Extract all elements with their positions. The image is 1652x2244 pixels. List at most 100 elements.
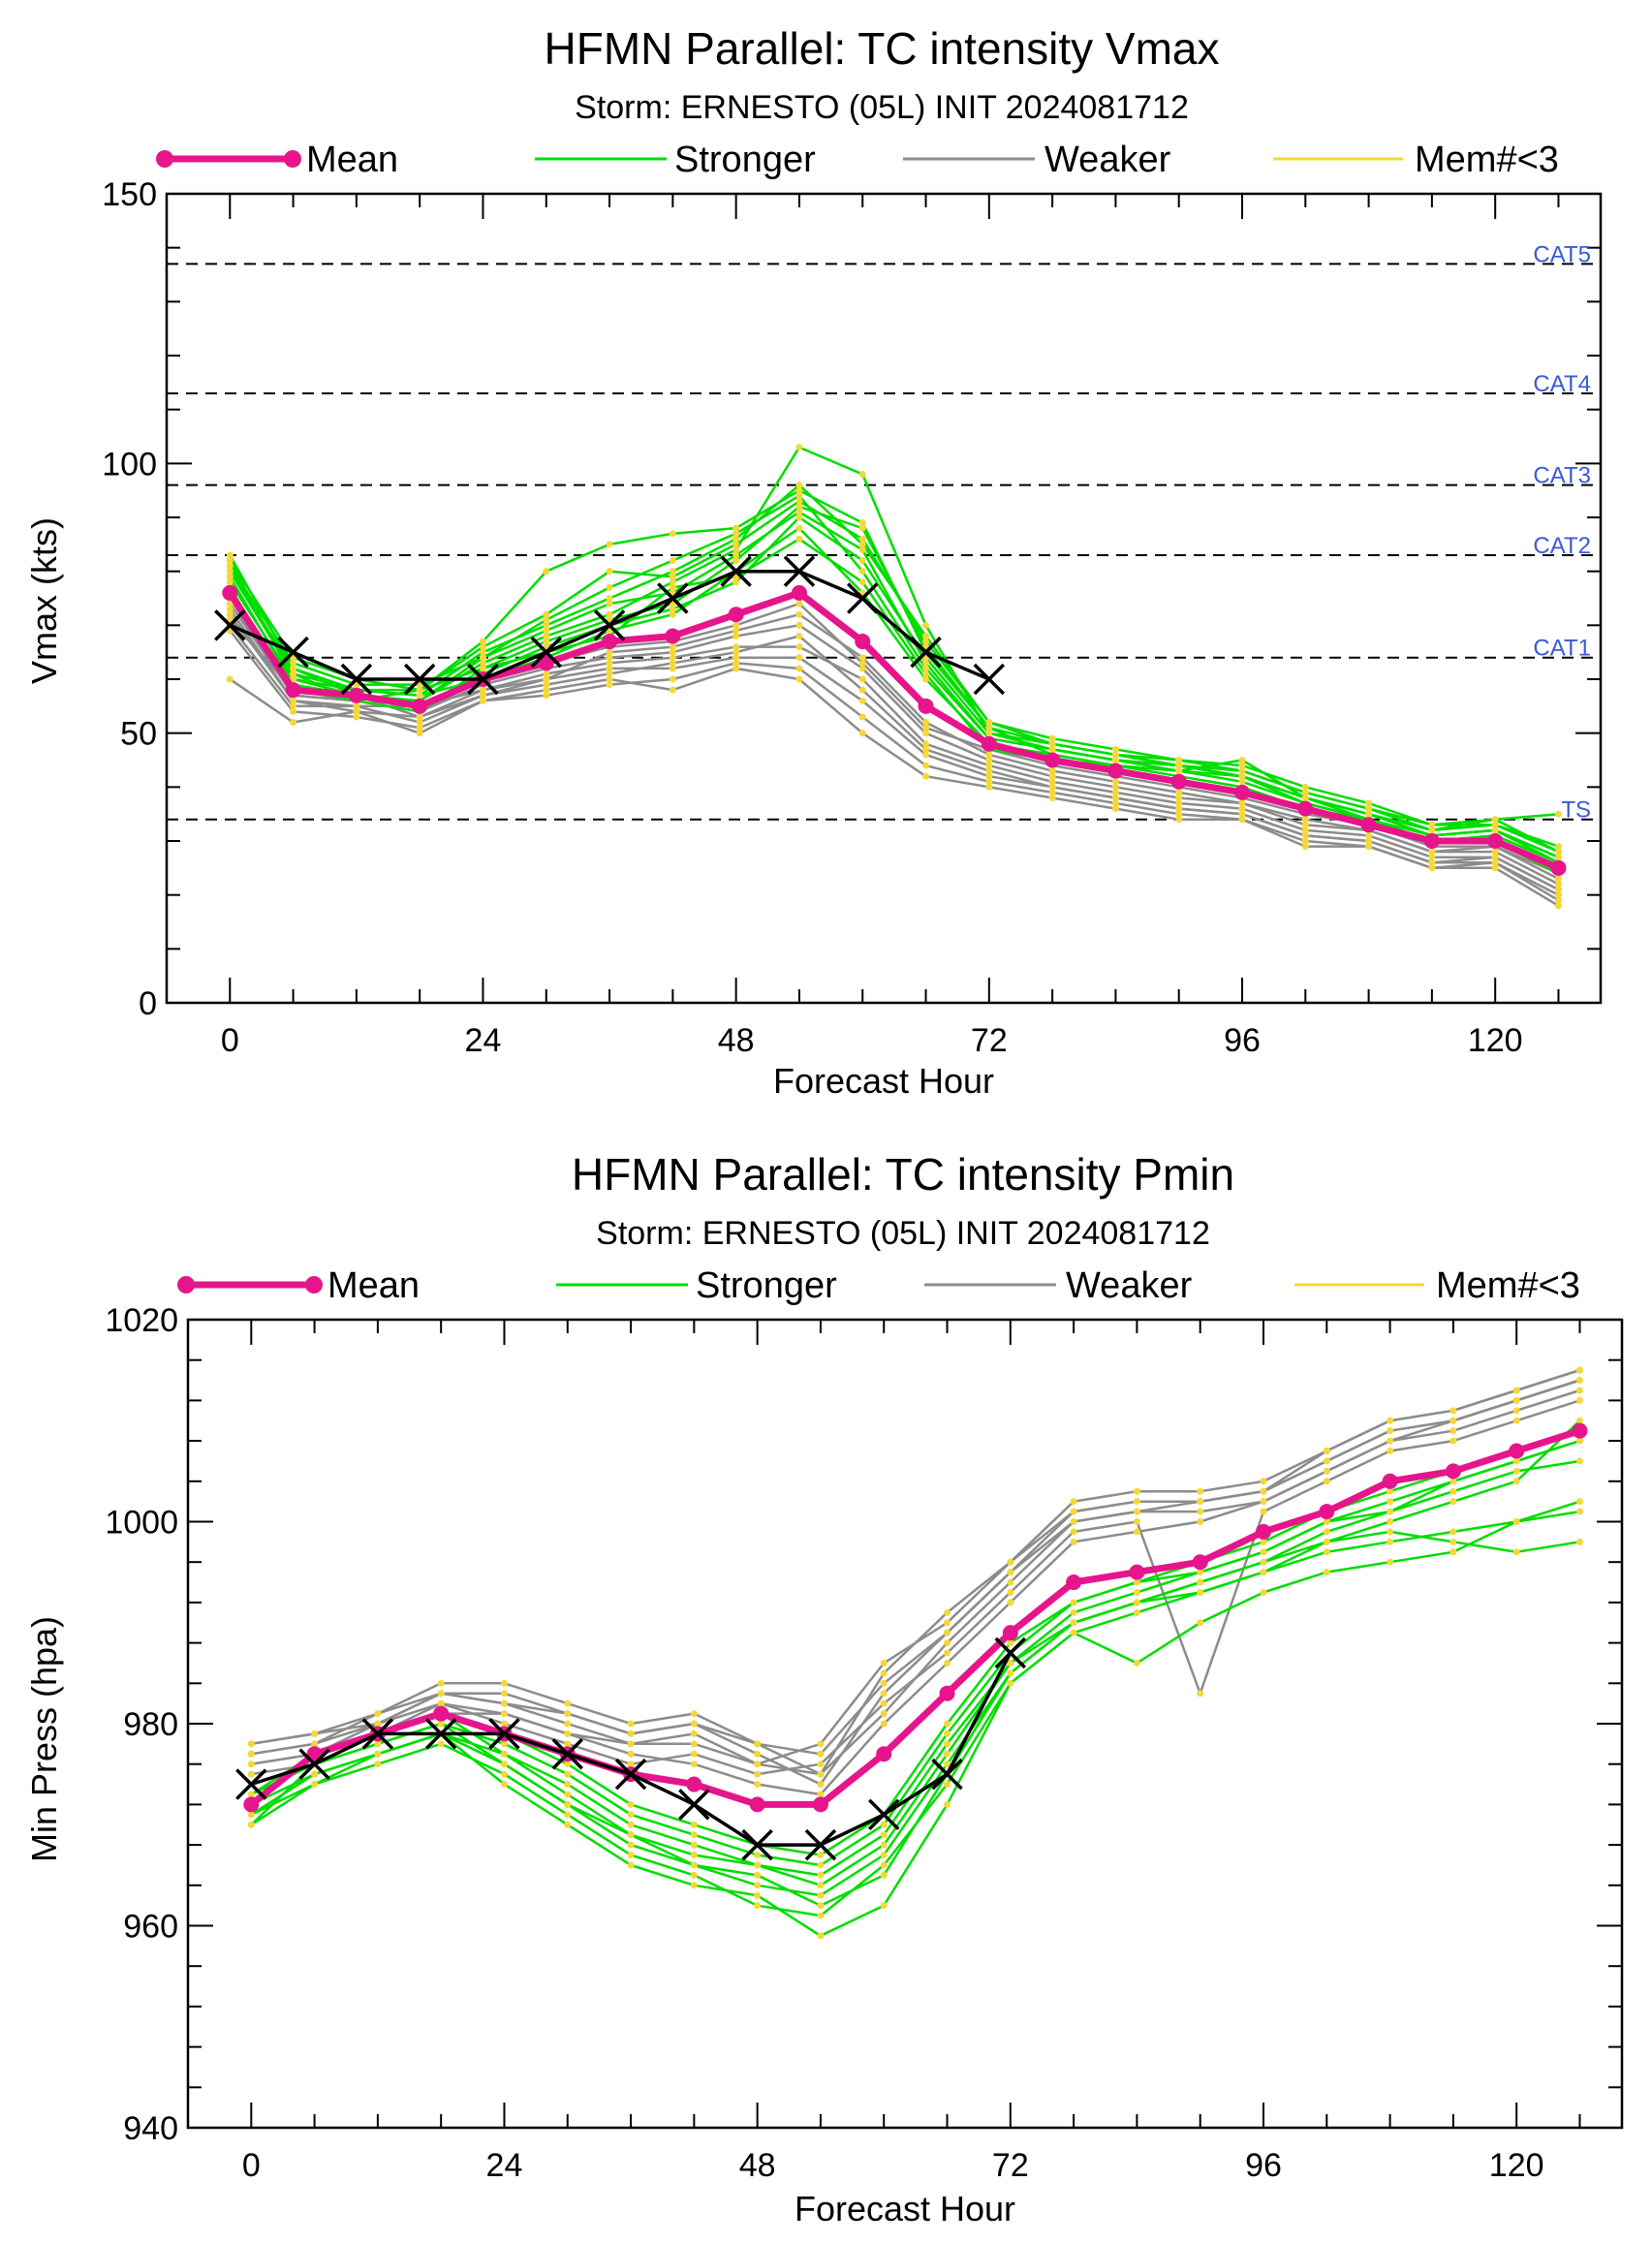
pmin-stronger-member-point: [1449, 1498, 1457, 1506]
vmax-stronger-member-point: [669, 583, 676, 591]
vmax-stronger-member-point: [858, 578, 866, 586]
vmax-weaker-member-point: [1111, 789, 1119, 796]
pmin-stronger-member-point: [1387, 1528, 1394, 1536]
vmax-weaker-member-point: [606, 654, 613, 662]
vmax-stronger-member-point: [479, 665, 486, 672]
vmax-weaker-member-point: [1238, 805, 1246, 813]
pmin-stronger-member-point: [1323, 1569, 1330, 1576]
vmax-stronger-member-point: [606, 600, 613, 608]
pmin-stronger-member-point: [1133, 1588, 1140, 1596]
vmax-weaker-member-point: [669, 648, 676, 656]
vmax-weaker-member-point: [1048, 783, 1056, 791]
vmax-weaker-member-5: [229, 618, 1560, 891]
pmin-weaker-member-point: [690, 1750, 698, 1758]
pmin-stronger-member-point: [1323, 1548, 1330, 1556]
vmax-observed-marker-stroke-b: [277, 636, 309, 669]
vmax-x-tick-label: 96: [1224, 1022, 1261, 1059]
vmax-mean-point: [1360, 817, 1377, 833]
vmax-weaker-member-point: [1238, 810, 1246, 818]
vmax-weaker-member-7: [229, 630, 1560, 902]
pmin-mean-point: [939, 1685, 955, 1701]
vmax-weaker-member-point: [606, 648, 613, 656]
pmin-weaker-member-point: [817, 1770, 825, 1778]
pmin-stronger-member-point: [1007, 1639, 1014, 1647]
vmax-stronger-member-point: [1301, 794, 1309, 801]
vmax-weaker-member-point: [1238, 799, 1246, 807]
pmin-stronger-member-point: [564, 1761, 572, 1768]
vmax-weaker-member-point: [732, 659, 740, 667]
vmax-stronger-member-point: [479, 654, 486, 662]
pmin-weaker-member-6: [251, 1368, 1580, 1756]
vmax-weaker-member-point: [922, 719, 930, 727]
pmin-stronger-member-point: [690, 1841, 698, 1849]
vmax-weaker-member-point: [1554, 891, 1562, 899]
pmin-stronger-member-point: [1197, 1578, 1204, 1586]
pmin-stronger-member-point: [1070, 1608, 1077, 1616]
vmax-legend-stronger-label: Stronger: [674, 140, 816, 180]
pmin-weaker-member-point: [1197, 1690, 1204, 1698]
pmin-stronger-member-point: [690, 1871, 698, 1879]
vmax-weaker-member-point: [732, 621, 740, 629]
pmin-legend-stronger-label: Stronger: [696, 1265, 837, 1306]
vmax-weaker-member-point: [1048, 789, 1056, 796]
pmin-weaker-member-point: [754, 1761, 762, 1768]
pmin-stronger-member-point: [880, 1821, 888, 1828]
pmin-observed-marker: [741, 1828, 773, 1861]
pmin-observed-marker-stroke-b: [931, 1758, 963, 1791]
pmin-mean-point: [1256, 1523, 1271, 1540]
pmin-observed-marker: [424, 1718, 457, 1750]
pmin-stronger-member-point: [1387, 1508, 1394, 1515]
vmax-stronger-member-point: [543, 627, 550, 635]
vmax-mean-line: [227, 589, 1560, 872]
vmax-weaker-member-point: [1365, 831, 1373, 839]
vmax-weaker-member-point: [732, 648, 740, 656]
vmax-weaker-member-point: [353, 707, 360, 715]
pmin-stronger-member-point: [627, 1800, 635, 1808]
pmin-stronger-member-point: [1575, 1457, 1583, 1465]
vmax-observed-marker-stroke-b: [593, 609, 626, 641]
pmin-weaker-member-point: [627, 1750, 635, 1758]
pmin-stronger-member-point: [247, 1811, 255, 1819]
vmax-weaker-member-point: [606, 665, 613, 672]
vmax-stronger-member-point: [1365, 805, 1373, 813]
vmax-weaker-member-point: [1238, 816, 1246, 824]
vmax-weaker-member-point: [1111, 794, 1119, 801]
vmax-stronger-member-point: [669, 610, 676, 618]
pmin-weaker-member-point: [944, 1639, 951, 1647]
vmax-weaker-member-6: [229, 597, 1559, 875]
pmin-weaker-member-point: [817, 1781, 825, 1789]
vmax-weaker-member-point: [922, 751, 930, 759]
vmax-weaker-member-point: [922, 730, 930, 737]
pmin-weaker-member-point: [564, 1730, 572, 1737]
pmin-weaker-member-point: [627, 1761, 635, 1768]
pmin-stronger-member-point: [627, 1811, 635, 1819]
pmin-stronger-member-point: [1387, 1498, 1394, 1506]
vmax-weaker-member-point: [226, 600, 234, 608]
vmax-y-tick-label: 150: [102, 176, 157, 213]
vmax-mean-point: [1550, 859, 1567, 876]
vmax-stronger-member-point: [1238, 772, 1246, 780]
vmax-y-tick-label: 0: [139, 985, 157, 1022]
pmin-stronger-member-point: [690, 1861, 698, 1869]
pmin-stronger-member-point: [1323, 1538, 1330, 1545]
pmin-stronger-member-point: [564, 1781, 572, 1789]
pmin-observed-marker-stroke-b: [424, 1718, 457, 1750]
vmax-weaker-member-0: [229, 667, 1560, 907]
pmin-stronger-member-point: [1197, 1569, 1204, 1576]
pmin-stronger-member-point: [1512, 1467, 1520, 1475]
vmax-stronger-member-point: [985, 724, 993, 732]
vmax-stronger-member-point: [795, 492, 803, 500]
vmax-mean-point: [222, 584, 238, 601]
vmax-weaker-member-point: [858, 675, 866, 683]
pmin-weaker-member-point: [754, 1740, 762, 1748]
pmin-weaker-member-point: [627, 1730, 635, 1737]
vmax-weaker-member-point: [353, 702, 360, 710]
pmin-stronger-member-point: [1575, 1538, 1583, 1545]
vmax-stronger-member-point: [416, 686, 423, 694]
pmin-stronger-member-point: [1323, 1528, 1330, 1536]
vmax-weaker-member-point: [795, 665, 803, 672]
pmin-stronger-member-point: [627, 1852, 635, 1859]
vmax-weaker-member-point: [479, 686, 486, 694]
vmax-weaker-member-point: [858, 659, 866, 667]
